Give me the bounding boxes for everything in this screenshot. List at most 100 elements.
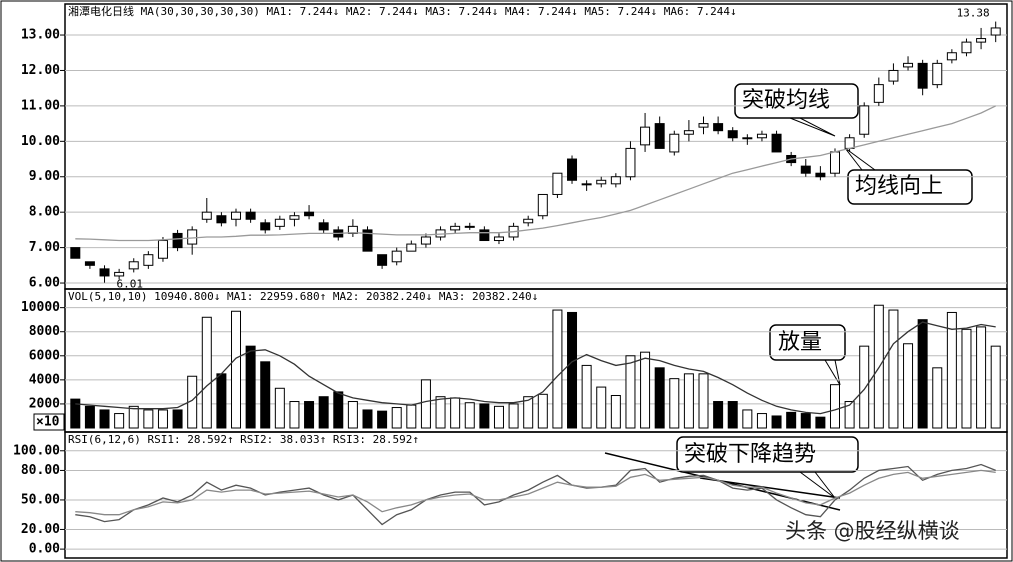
candle-body	[304, 211, 315, 217]
volume-bar	[245, 345, 256, 429]
volume-bar	[231, 310, 242, 429]
volume-bar	[771, 415, 782, 429]
candle-body	[829, 151, 840, 174]
y-tick-label: 8000	[29, 324, 60, 339]
annotation: 突破下降趋势	[684, 442, 816, 467]
candle-body	[420, 236, 431, 245]
callout	[847, 169, 973, 205]
callout	[676, 436, 859, 473]
y-tick-label: 20.00	[21, 522, 60, 537]
candle-body	[70, 247, 81, 259]
candle-body	[800, 165, 811, 174]
candle-body	[274, 218, 285, 227]
volume-bar	[304, 401, 315, 429]
volume-bar	[903, 343, 914, 429]
candle-body	[99, 268, 110, 277]
volume-bar	[654, 367, 665, 429]
volume-bar	[114, 413, 125, 429]
volume-bar	[128, 405, 139, 429]
annotation: 放量	[778, 330, 822, 355]
callout-tail	[789, 117, 836, 137]
unit-box	[33, 413, 65, 431]
volume-bar	[493, 405, 504, 429]
panel-header: VOL(5,10,10) 10940.800↓ MA1: 22959.680↑ …	[68, 290, 538, 303]
panel-header: 湘潭电化日线 MA(30,30,30,30,30) MA1: 7.244↓ MA…	[68, 4, 737, 18]
volume-bar	[625, 355, 636, 429]
candle-body	[844, 137, 855, 149]
candle-body	[406, 243, 417, 252]
unit-label: ×10	[36, 415, 60, 430]
volume-bar	[333, 391, 344, 429]
candle-body	[698, 123, 709, 128]
volume-bar	[362, 409, 373, 429]
candle-body	[640, 126, 651, 146]
candle-body	[362, 229, 373, 252]
y-tick-label: 10000	[21, 300, 60, 315]
y-tick-label: 12.00	[21, 63, 60, 78]
high-label: 13.38	[957, 7, 990, 20]
candle-body	[756, 133, 767, 139]
candle-body	[450, 225, 461, 231]
volume-bar	[742, 409, 753, 429]
volume-bar	[479, 403, 490, 429]
callout	[734, 83, 859, 119]
candle-body	[669, 133, 680, 153]
volume-bar	[756, 413, 767, 429]
candle-body	[377, 254, 388, 266]
y-tick-label: 50.00	[21, 492, 60, 507]
volume-bar	[596, 386, 607, 429]
volume-bar	[567, 311, 578, 429]
volume-bar	[274, 387, 285, 429]
candle-body	[771, 133, 782, 153]
rsi-panel	[64, 431, 1008, 559]
volume-bar	[640, 351, 651, 429]
trend-line	[699, 477, 841, 499]
volume-bar	[84, 405, 95, 429]
candle-body	[260, 222, 271, 231]
candle-body	[128, 261, 139, 270]
volume-bar	[508, 403, 519, 429]
y-tick-label: 13.00	[21, 28, 60, 43]
candle-body	[859, 105, 870, 135]
candle-body	[903, 62, 914, 68]
volume-bar	[610, 395, 621, 429]
candle-body	[84, 261, 95, 266]
candle-body	[727, 130, 738, 139]
volume-bar	[157, 409, 168, 429]
y-tick-label: 4000	[29, 372, 60, 387]
candle-body	[742, 137, 753, 140]
candle-body	[990, 27, 1001, 36]
volume-bar	[289, 401, 300, 429]
volume-bar	[391, 407, 402, 429]
y-tick-label: 0.00	[29, 542, 60, 557]
candle-body	[932, 62, 943, 86]
candle-body	[347, 225, 358, 234]
candle-body	[523, 218, 534, 224]
y-tick-label: 2000	[29, 396, 60, 411]
volume-bar	[976, 326, 987, 429]
y-tick-label: 11.00	[21, 98, 60, 113]
candle-body	[917, 62, 928, 89]
candle-body	[157, 240, 168, 259]
watermark: 头条 @股经纵横谈	[785, 519, 960, 543]
volume-bar	[143, 409, 154, 429]
candle-body	[479, 229, 490, 242]
low-label: 6.01	[117, 278, 144, 291]
volume-bar	[683, 373, 694, 429]
candle-body	[391, 250, 402, 263]
volume-bar	[70, 398, 81, 429]
candle-body	[567, 158, 578, 181]
candle-body	[873, 84, 884, 103]
y-tick-label: 7.00	[29, 240, 60, 255]
candle-body	[610, 176, 621, 185]
candle-body	[625, 147, 636, 178]
volume-bar	[420, 379, 431, 429]
volume-bar	[377, 410, 388, 429]
candle-body	[552, 172, 563, 195]
volume-bar	[859, 345, 870, 429]
series-line	[75, 469, 996, 516]
candle-body	[713, 123, 724, 132]
candle-body	[946, 52, 957, 61]
